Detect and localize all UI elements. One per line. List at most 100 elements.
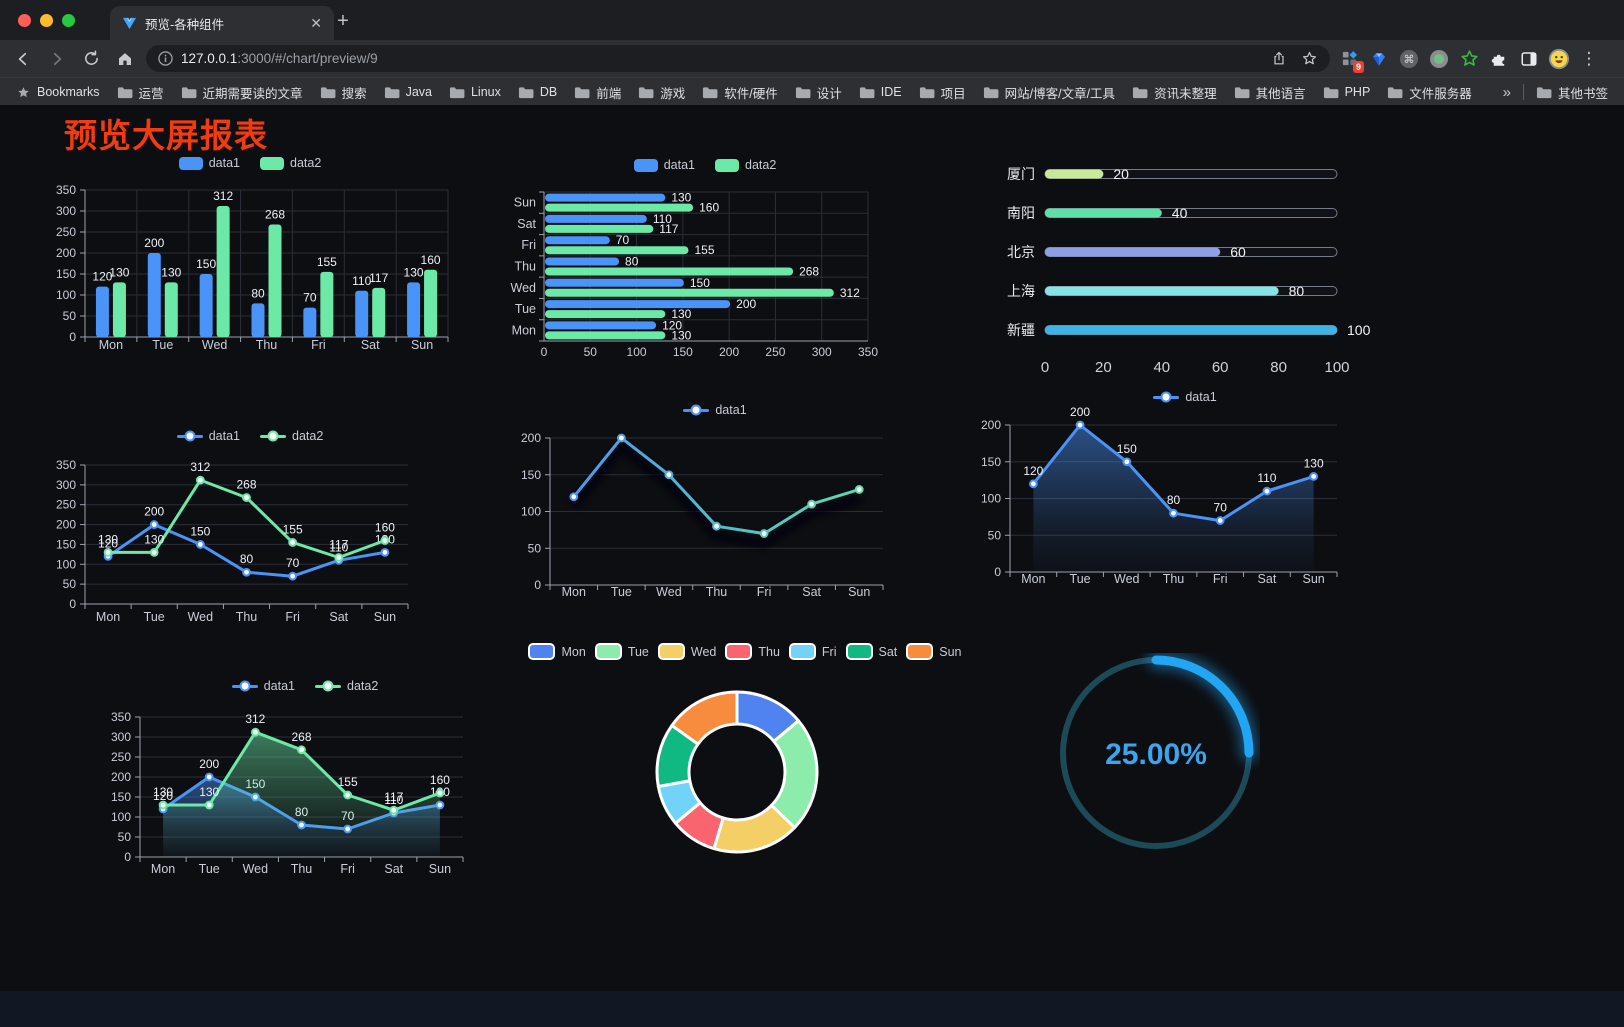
bookmark-folder[interactable]: Linux	[449, 85, 501, 99]
legend-item-Mon[interactable]: Mon	[528, 643, 586, 660]
extension-command-icon[interactable]: ⌘	[1398, 48, 1420, 70]
legend-item-data1[interactable]: data1	[683, 403, 747, 417]
chart-canvas: 0 50 100 150 200 Mon Tue Wed Thu Fri Sat Sun	[521, 431, 884, 599]
legend-item-Sat[interactable]: Sat	[845, 643, 897, 660]
svg-text:Wed: Wed	[511, 281, 537, 295]
window-minimize-button[interactable]	[40, 14, 53, 27]
bookmark-folder[interactable]: 其他语言	[1234, 83, 1306, 102]
svg-text:250: 250	[111, 750, 131, 764]
bookmark-folder[interactable]: 项目	[919, 83, 966, 102]
svg-text:155: 155	[694, 243, 714, 257]
bookmarks-overflow-chevron[interactable]: »	[1502, 83, 1511, 101]
bookmark-folder[interactable]: PHP	[1323, 85, 1370, 99]
svg-text:150: 150	[521, 468, 541, 482]
sidebar-toggle-icon[interactable]	[1518, 48, 1540, 70]
bookmark-folder[interactable]: 运营	[117, 83, 164, 102]
bookmark-folder-label: 游戏	[660, 86, 686, 101]
bookmark-folder[interactable]: 游戏	[638, 83, 685, 102]
folder-icon	[1323, 86, 1339, 98]
bookmark-folder[interactable]: IDE	[859, 85, 902, 99]
bookmark-folder[interactable]: 搜索	[320, 83, 367, 102]
window-close-button[interactable]	[18, 14, 31, 27]
extension-record-icon[interactable]	[1428, 48, 1450, 70]
menu-kebab-icon[interactable]: ⋮	[1580, 48, 1598, 68]
chart-line-two-series: data1 data2 0 50 100 150 200 250 300 350 Mon Tue Wed…	[40, 420, 460, 635]
profile-avatar[interactable]	[1548, 48, 1570, 70]
svg-text:北京: 北京	[1007, 244, 1035, 260]
bookmark-star-icon[interactable]	[1301, 50, 1318, 67]
svg-text:117: 117	[659, 222, 678, 236]
svg-text:Fri: Fri	[311, 338, 326, 352]
forward-icon[interactable]	[44, 46, 70, 72]
bookmark-folder[interactable]: 设计	[795, 83, 842, 102]
bookmark-folder[interactable]: 网站/博客/文章/工具	[983, 83, 1115, 102]
chart-legend: data1	[505, 403, 925, 417]
bookmarks-manager[interactable]: Bookmarks	[16, 85, 100, 100]
svg-text:Sun: Sun	[514, 196, 536, 210]
legend-item-data1[interactable]: data1	[231, 679, 295, 693]
svg-text:200: 200	[56, 246, 76, 260]
bookmark-folder[interactable]: 前端	[574, 83, 621, 102]
legend-label: Mon	[561, 644, 586, 659]
legend-item-data2[interactable]: data2	[260, 156, 321, 170]
folder-icon	[1133, 86, 1148, 98]
svg-text:110: 110	[329, 540, 348, 554]
legend-item-data1[interactable]: data1	[176, 429, 240, 443]
bookmark-folder[interactable]: 文件服务器	[1387, 83, 1472, 102]
svg-text:Tue: Tue	[199, 862, 220, 876]
bookmark-folder[interactable]: 资讯未整理	[1132, 83, 1217, 102]
url-bar[interactable]: 127.0.0.1:3000/#/chart/preview/9	[146, 45, 1330, 72]
svg-text:268: 268	[265, 207, 285, 221]
legend-item-data2[interactable]: data2	[715, 158, 776, 172]
bookmark-folder-label: 网站/博客/文章/工具	[1004, 86, 1116, 101]
share-icon[interactable]	[1271, 50, 1287, 67]
chart-legend: data1 data2	[95, 679, 515, 693]
svg-text:Fri: Fri	[757, 585, 772, 599]
bookmark-folder[interactable]: 近期需要读的文章	[181, 83, 303, 102]
tab-close-icon[interactable]: ✕	[310, 14, 322, 31]
bookmark-folder[interactable]: 软件/硬件	[702, 83, 778, 102]
legend-swatch	[683, 404, 710, 416]
browser-tab[interactable]: 预览-各种组件 ✕	[110, 6, 334, 40]
svg-text:312: 312	[213, 189, 233, 203]
reload-icon[interactable]	[78, 46, 104, 72]
back-icon[interactable]	[10, 46, 36, 72]
svg-text:155: 155	[317, 255, 337, 269]
extension-grid-icon[interactable]: 9	[1338, 48, 1364, 73]
svg-text:200: 200	[144, 236, 164, 250]
legend-label: data1	[663, 158, 695, 172]
svg-text:200: 200	[199, 757, 219, 771]
window-zoom-button[interactable]	[62, 14, 75, 27]
legend-item-Fri[interactable]: Fri	[788, 643, 837, 660]
svg-text:100: 100	[56, 557, 76, 571]
legend-item-Thu[interactable]: Thu	[725, 643, 780, 660]
svg-text:Tue: Tue	[1070, 572, 1091, 586]
folder-icon	[919, 86, 935, 98]
legend-item-Tue[interactable]: Tue	[594, 643, 649, 660]
svg-text:50: 50	[63, 309, 77, 323]
svg-text:130: 130	[98, 532, 118, 546]
site-info-icon[interactable]	[158, 51, 173, 66]
chart-legend: data1 data2	[40, 429, 460, 443]
svg-text:117: 117	[369, 271, 388, 285]
legend-swatch	[845, 643, 873, 660]
legend-item-Wed[interactable]: Wed	[657, 643, 716, 660]
new-tab-button[interactable]: +	[337, 9, 349, 32]
legend-item-data2[interactable]: data2	[260, 429, 323, 443]
legend-item-data1[interactable]: data1	[178, 156, 240, 170]
legend-item-data1[interactable]: data1	[1153, 390, 1217, 404]
svg-text:130: 130	[161, 265, 181, 279]
extension-gem-icon[interactable]	[1368, 48, 1390, 70]
svg-text:Sat: Sat	[1258, 572, 1277, 586]
legend-item-Sun[interactable]: Sun	[906, 643, 962, 660]
extensions-puzzle-icon[interactable]	[1488, 48, 1510, 70]
bookmark-folder[interactable]: DB	[518, 85, 557, 99]
legend-item-data2[interactable]: data2	[315, 679, 378, 693]
svg-text:Sat: Sat	[329, 610, 348, 624]
bookmark-folder[interactable]: Java	[384, 85, 432, 99]
other-bookmarks[interactable]: 其他书签	[1536, 83, 1608, 102]
legend-item-data1[interactable]: data1	[633, 158, 695, 172]
extension-green-star-icon[interactable]	[1458, 48, 1480, 70]
home-icon[interactable]	[112, 46, 138, 72]
svg-text:200: 200	[1070, 405, 1090, 419]
